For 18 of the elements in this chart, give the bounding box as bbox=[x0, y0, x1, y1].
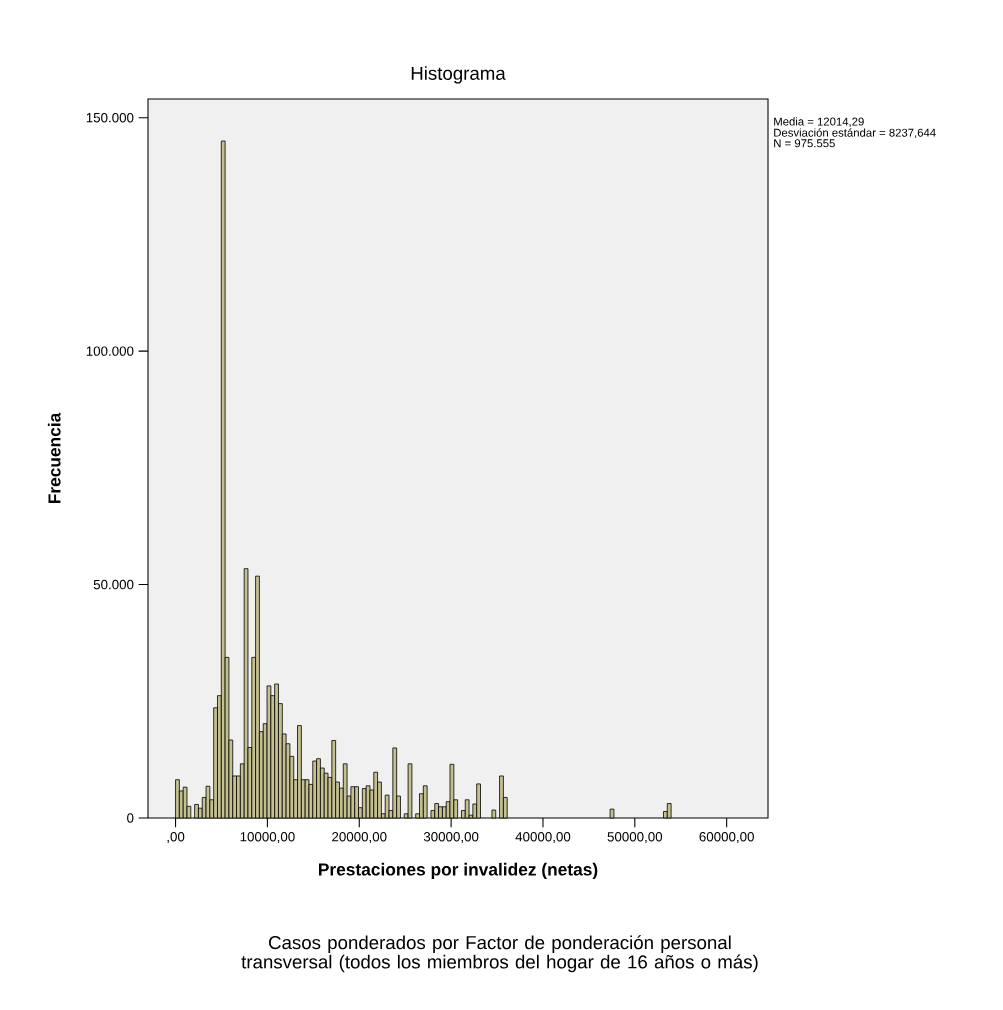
y-tick-label: 50.000 bbox=[93, 579, 134, 590]
x-tick-label: ,00 bbox=[167, 832, 185, 844]
text: Media = 12014,29 bbox=[774, 117, 864, 127]
x-tick-label: 40000,00 bbox=[515, 832, 571, 844]
x-tick-label: 30000,00 bbox=[423, 832, 479, 844]
text: Desviación estándar = 8237,644 bbox=[774, 128, 936, 139]
y-tick-label: 0 bbox=[127, 813, 134, 823]
y-axis-title: Frecuencia bbox=[47, 412, 61, 504]
x-tick-label: 60000,00 bbox=[699, 832, 754, 844]
x-tick-label: 10000,00 bbox=[240, 832, 295, 844]
x-tick-label: 50000,00 bbox=[607, 832, 663, 844]
text: N = 975.555 bbox=[774, 139, 835, 148]
text: Casos ponderados por Factor de ponderación personal transversal (todos los miembros del hogar de 16 años o más) bbox=[241, 935, 758, 973]
x-tick-label: 20000,00 bbox=[332, 832, 387, 844]
chart-title: Histograma bbox=[411, 66, 506, 84]
y-tick-label: 150.000 bbox=[86, 112, 134, 123]
x-axis-title: Prestaciones por invalidez (netas) bbox=[319, 862, 598, 880]
y-tick-label: 100.000 bbox=[86, 346, 134, 356]
